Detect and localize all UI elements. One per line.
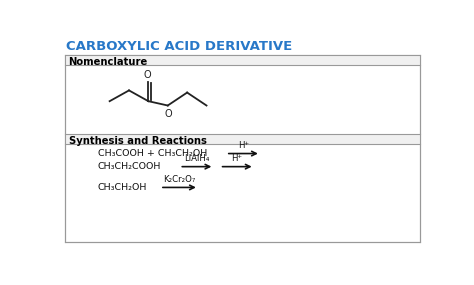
Text: CARBOXYLIC ACID DERIVATIVE: CARBOXYLIC ACID DERIVATIVE <box>66 40 292 53</box>
Text: O: O <box>164 109 173 119</box>
Text: O: O <box>143 70 151 80</box>
Bar <box>65 55 419 65</box>
Text: H⁺: H⁺ <box>238 141 249 150</box>
Bar <box>65 134 419 144</box>
Text: CH₃CH₂COOH: CH₃CH₂COOH <box>98 162 161 171</box>
Text: K₂Cr₂O₇: K₂Cr₂O₇ <box>163 175 196 184</box>
Text: CH₃COOH + CH₃CH₂OH: CH₃COOH + CH₃CH₂OH <box>98 149 207 158</box>
Text: LiAlH₄: LiAlH₄ <box>184 154 210 163</box>
Text: Nomenclature: Nomenclature <box>69 56 148 66</box>
Text: CH₃CH₂OH: CH₃CH₂OH <box>98 183 147 192</box>
Text: H⁺: H⁺ <box>232 154 243 163</box>
Bar <box>65 55 419 242</box>
Text: Synthesis and Reactions: Synthesis and Reactions <box>69 136 206 146</box>
